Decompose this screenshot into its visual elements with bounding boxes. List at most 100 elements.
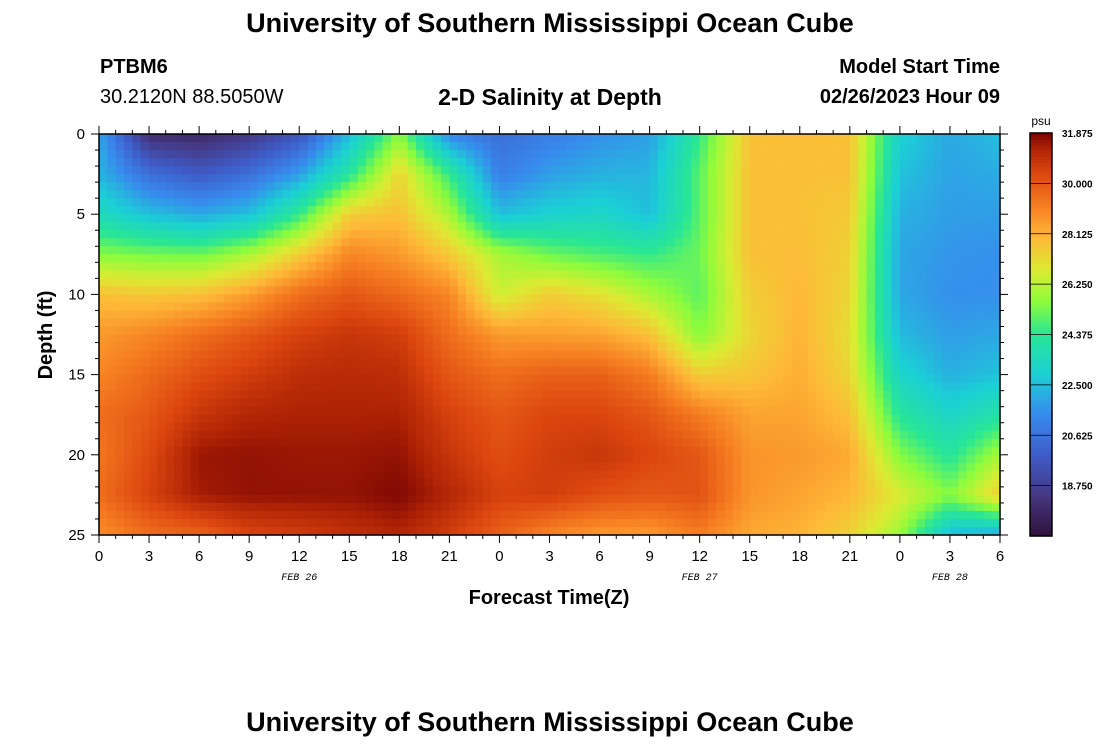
heatmap-cell (115, 142, 125, 151)
heatmap-cell (949, 398, 959, 408)
heatmap-cell (641, 198, 651, 207)
heatmap-cell (524, 470, 534, 480)
heatmap-cell (816, 414, 826, 424)
heatmap-cell (441, 246, 450, 255)
heatmap-cell (758, 262, 767, 271)
heatmap-cell (466, 398, 476, 408)
heatmap-cell (332, 190, 342, 199)
heatmap-cell (883, 230, 893, 239)
heatmap-cell (299, 302, 309, 312)
heatmap-cell (841, 182, 851, 191)
heatmap-cell (290, 134, 300, 143)
heatmap-cell (632, 318, 642, 328)
heatmap-cell (783, 222, 793, 231)
heatmap-cell (649, 342, 659, 352)
heatmap-cell (966, 230, 976, 239)
heatmap-cell (557, 222, 567, 231)
heatmap-cell (157, 214, 167, 223)
heatmap-cell (733, 270, 742, 279)
heatmap-cell (649, 334, 659, 344)
heatmap-cell (916, 278, 926, 287)
heatmap-cell (758, 286, 767, 295)
heatmap-cell (733, 382, 742, 392)
heatmap-cell (774, 438, 784, 448)
heatmap-cell (799, 158, 809, 167)
heatmap-cell (307, 278, 317, 287)
heatmap-cell (724, 158, 734, 167)
heatmap-cell (115, 478, 125, 488)
heatmap-cell (457, 262, 467, 271)
heatmap-cell (874, 358, 884, 368)
heatmap-cell (507, 350, 517, 360)
heatmap-cell (824, 494, 834, 504)
heatmap-cell (716, 294, 726, 304)
chart-title: University of Southern Mississippi Ocean… (246, 8, 854, 38)
heatmap-cell (641, 446, 651, 456)
heatmap-cell (307, 318, 317, 328)
heatmap-cell (149, 318, 158, 328)
heatmap-cell (724, 478, 734, 488)
heatmap-cell (466, 206, 476, 215)
heatmap-cell (849, 294, 859, 304)
heatmap-cell (674, 462, 684, 472)
heatmap-cell (624, 150, 634, 159)
heatmap-cell (257, 302, 267, 312)
heatmap-cell (733, 438, 742, 448)
heatmap-cell (799, 438, 809, 448)
heatmap-cell (816, 430, 826, 440)
heatmap-cell (416, 358, 425, 368)
heatmap-cell (758, 190, 767, 199)
heatmap-cell (966, 158, 976, 167)
heatmap-cell (891, 294, 901, 304)
heatmap-cell (416, 374, 425, 384)
heatmap-cell (449, 238, 459, 247)
heatmap-cell (390, 278, 400, 287)
heatmap-cell (691, 246, 701, 255)
heatmap-cell (482, 462, 492, 472)
heatmap-cell (766, 462, 776, 472)
heatmap-cell (549, 438, 559, 448)
heatmap-cell (199, 334, 209, 344)
heatmap-cell (599, 462, 609, 472)
heatmap-cell (766, 358, 776, 368)
heatmap-cell (99, 310, 108, 320)
heatmap-cell (124, 494, 133, 504)
heatmap-cell (549, 190, 559, 199)
heatmap-cell (265, 166, 275, 175)
heatmap-cell (749, 486, 759, 496)
heatmap-cell (899, 254, 909, 263)
heatmap-cell (482, 358, 492, 368)
heatmap-cell (891, 390, 901, 400)
heatmap-cell (157, 430, 167, 440)
heatmap-cell (140, 222, 150, 231)
heatmap-cell (599, 238, 609, 247)
heatmap-cell (866, 470, 876, 480)
heatmap-cell (107, 198, 117, 207)
heatmap-cell (399, 270, 409, 279)
heatmap-cell (899, 174, 909, 183)
heatmap-cell (124, 158, 133, 167)
heatmap-cell (833, 190, 843, 199)
heatmap-cell (866, 374, 876, 384)
heatmap-cell (315, 142, 325, 151)
heatmap-cell (883, 254, 893, 263)
heatmap-cell (741, 462, 751, 472)
heatmap-cell (349, 310, 359, 320)
heatmap-cell (599, 278, 609, 287)
heatmap-cell (557, 342, 567, 352)
heatmap-cell (883, 318, 893, 328)
heatmap-cell (182, 302, 192, 312)
heatmap-cell (833, 230, 843, 239)
heatmap-cell (532, 414, 542, 424)
heatmap-cell (307, 158, 317, 167)
heatmap-cell (849, 326, 859, 336)
heatmap-cell (149, 222, 158, 231)
heatmap-cell (833, 150, 843, 159)
heatmap-cell (182, 166, 192, 175)
heatmap-cell (374, 438, 384, 448)
heatmap-cell (165, 166, 175, 175)
heatmap-cell (883, 222, 893, 231)
heatmap-cell (657, 254, 667, 263)
heatmap-cell (574, 214, 584, 223)
heatmap-cell (924, 166, 934, 175)
